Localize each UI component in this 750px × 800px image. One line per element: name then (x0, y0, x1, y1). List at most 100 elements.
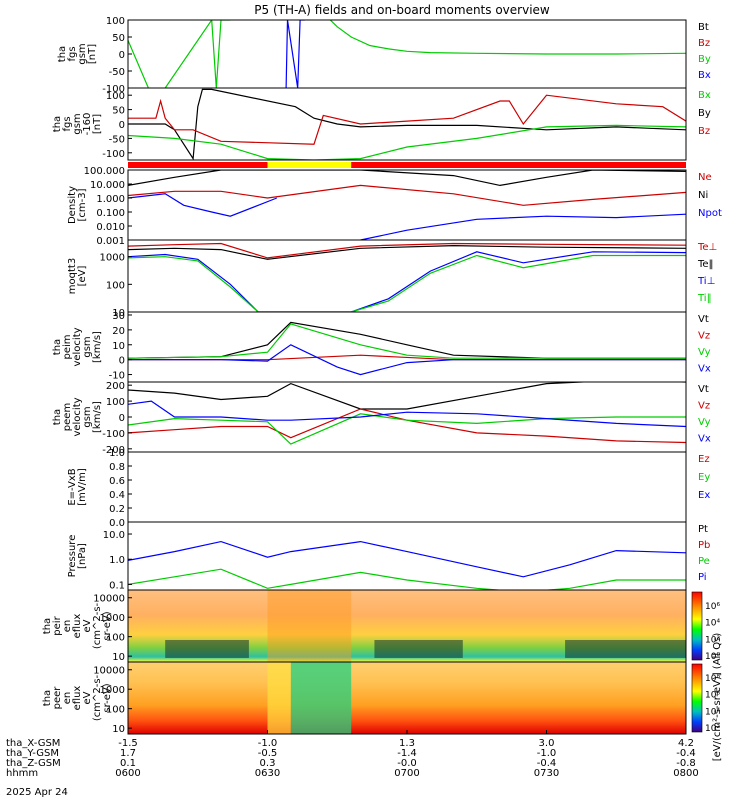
x-row-label: hhmm (6, 768, 38, 779)
y-tick-label: 1000 (100, 613, 125, 624)
legend-entry: Ti⊥ (697, 276, 715, 287)
y-tick-label: 0.100 (96, 208, 125, 219)
quality-segment (128, 162, 268, 168)
legend-entry: Ne (698, 172, 712, 183)
colorbar-tick-label: 10⁰ (705, 652, 720, 662)
y-tick-label: 1.000 (96, 194, 125, 205)
x-tick-label: 1.3 (399, 738, 415, 749)
series-line-by (128, 20, 231, 88)
y-tick-label: 10.000 (90, 180, 125, 191)
quality-segment (267, 162, 352, 168)
x-tick-label: 0.3 (260, 758, 276, 769)
y-tick-label: -100 (102, 149, 125, 160)
y-axis-label: velocity (72, 397, 83, 436)
legend-entry: Ex (698, 490, 710, 501)
series-line-bz (329, 20, 686, 55)
legend-entry: Pb (698, 540, 710, 551)
panel-efield: 1.0 0.8 0.6 0.4 0.2 0.0 E=-VxB [mV/m] Ez Ey Ex (67, 448, 710, 529)
y-tick-label: 30 (112, 311, 125, 322)
y-axis-label: [km/s] (92, 401, 103, 433)
panel-peim_velocity: 30 20 10 0 -10 tha peim velocity gsm [km/s] Vt Vz Vy… (52, 311, 711, 383)
y-axis-label: -160 (82, 113, 93, 136)
y-axis-label: sr-eV) (102, 683, 113, 712)
x-tick-label: -0.8 (676, 758, 696, 769)
series-line-npot (128, 193, 278, 217)
y-axis-label: fgs (67, 46, 78, 61)
series-line-pi (128, 540, 686, 578)
y-axis-label: tha (42, 690, 53, 706)
y-axis-label: sr-eV) (102, 611, 113, 640)
series-line-te- (128, 242, 686, 259)
colorbar (691, 663, 703, 733)
legend-entry: Te‖ (697, 259, 714, 270)
y-axis-label: tha (42, 618, 53, 634)
y-tick-label: 0.1 (109, 580, 125, 591)
y-axis-label: eflux (72, 686, 83, 711)
panel-peem_velocity: 200 100 0 -100 -200 tha peem velocity gsm [km/s] V… (52, 381, 711, 456)
y-tick-label: 100 (106, 633, 125, 644)
x-tick-label: 0.1 (120, 758, 136, 769)
panel-frame (127, 169, 687, 241)
series-line-vx (128, 400, 686, 428)
y-tick-label: 0 (119, 120, 125, 131)
y-axis-label: eV (82, 691, 93, 704)
panel-peir_spectrogram: 10⁶ 10⁴ 10² 10⁰ 10000 1000 100 10 tha peir en eflux… (42, 589, 720, 663)
x-tick-label: 3.0 (539, 738, 555, 749)
series-line-bt (128, 88, 686, 160)
legend-entry: Vz (698, 331, 710, 342)
y-tick-label: 0.4 (109, 490, 125, 501)
y-axis-label: en (62, 692, 73, 705)
y-tick-label: 10000 (93, 666, 125, 677)
series-line-bz (128, 94, 686, 145)
y-axis-label: peem (62, 403, 73, 431)
series-line-bx (285, 20, 305, 88)
panel-temperature: 1000 100 10 moqtt3 [eV] Te⊥ Te‖ Ti⊥ Ti‖ (67, 239, 717, 319)
y-axis-label: gsm (82, 336, 93, 357)
y-tick-label: 0.0 (109, 518, 125, 529)
y-axis-label: peim (62, 334, 73, 359)
y-axis-label: eV (82, 619, 93, 632)
y-tick-label: 0.010 (96, 222, 125, 233)
y-axis-label: eflux (72, 614, 83, 639)
spectrogram-field (128, 662, 686, 734)
y-tick-label: 100.000 (84, 166, 125, 177)
series-line-vy (128, 323, 686, 359)
x-tick-label: -0.4 (537, 758, 557, 769)
legend-entry: Pi (698, 572, 707, 583)
legend-entry: Vt (698, 384, 709, 395)
x-row-label: tha_Y-GSM (6, 748, 59, 759)
x-tick-label: 0800 (673, 768, 698, 779)
colorbar-label: [eV/(cm²-s-sr-eV)] (All Qs) (712, 633, 723, 762)
panel-quality_bar (128, 162, 686, 168)
y-tick-label: 100 (106, 280, 125, 291)
y-tick-label: 100 (106, 16, 125, 27)
y-axis-label: (cm^2-s- (92, 602, 103, 649)
colorbar (691, 591, 703, 661)
y-axis-label: peer (52, 686, 63, 710)
spectrogram-low-energy-band (165, 640, 249, 658)
legend-entry: Pt (698, 524, 708, 535)
legend-entry: Te⊥ (697, 242, 717, 253)
y-tick-label: -200 (102, 445, 125, 456)
date-label: 2025 Apr 24 (6, 787, 68, 798)
panel-fgs_gse: 100 50 0 -50 -100 tha fgs gsm -160 [nT] Bx By Bz (52, 87, 711, 161)
x-tick-label: -1.4 (397, 748, 417, 759)
legend-entry: Bz (698, 126, 710, 137)
series-line-pe (128, 568, 686, 590)
series-line-vx (128, 344, 686, 376)
x-tick-label: 4.2 (678, 738, 694, 749)
legend-entry: By (698, 108, 711, 119)
colorbar-tick-label: 10² (705, 635, 720, 645)
x-tick-label: -1.0 (537, 748, 557, 759)
x-tick-label: -0.5 (258, 748, 278, 759)
y-axis-label: tha (52, 409, 63, 425)
y-tick-label: 100 (106, 705, 125, 716)
series-line-ne (128, 184, 686, 206)
y-axis-label: tha (57, 46, 68, 62)
legend-entry: Bx (698, 70, 711, 81)
quality-segment (351, 162, 686, 168)
x-tick-label: -0.4 (676, 748, 696, 759)
panel-fgs_gsm: 100 50 0 -50 -100 tha fgs gsm [nT] Bt Bz By Bx (57, 16, 711, 95)
series-line-ti- (128, 254, 686, 312)
